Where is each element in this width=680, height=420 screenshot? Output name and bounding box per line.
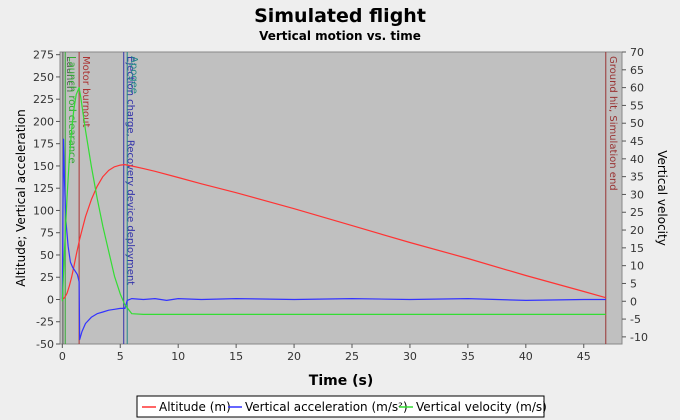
y-left-tick-label: 75 [40,227,54,240]
event-label: Ground hit, Simulation end [607,56,618,191]
x-tick-label: 35 [461,350,475,363]
y-left-tick-label: -25 [36,316,54,329]
legend-entry-0: Altitude (m) [159,400,231,414]
y-right-tick-label: 50 [630,117,644,130]
axes: 0 5 10 15 20 25 30 35 40 45-50-250255075100125150… [33,46,648,363]
y-left-tick-label: 0 [47,293,54,306]
y-right-tick-label: 10 [630,260,644,273]
legend: Altitude (m) Vertical acceleration (m/s²)… [142,400,547,414]
chart-subtitle: Vertical motion vs. time [259,29,421,43]
y-right-tick-label: 25 [630,206,644,219]
x-tick-label: 20 [287,350,301,363]
series-lines [61,86,606,341]
y-right-tick-label: 65 [630,64,644,77]
y-right-tick-label: 70 [630,46,644,59]
series-line-1 [61,138,606,341]
y-left-tick-label: 100 [33,204,54,217]
series-line-0 [61,164,606,300]
y-left-tick-label: 275 [33,49,54,62]
y-axis-left-label: Altitude; Vertical acceleration [14,109,28,286]
y-left-tick-label: 175 [33,138,54,151]
legend-entry-1: Vertical acceleration (m/s²) [245,400,408,414]
x-tick-label: 25 [345,350,359,363]
y-right-tick-label: 35 [630,171,644,184]
y-left-tick-label: 225 [33,93,54,106]
y-axis-right-label: Vertical velocity [655,150,669,246]
event-label: Apogee [128,56,139,94]
y-right-tick-label: 5 [630,277,637,290]
y-left-tick-label: 125 [33,182,54,195]
event-label: Ejection charge, Recovery device deploym… [125,56,136,285]
y-right-tick-label: 0 [630,295,637,308]
y-left-tick-label: 50 [40,249,54,262]
y-left-tick-label: 25 [40,271,54,284]
event-label: Motor burnout [80,56,91,127]
event-label: Launch [64,56,75,92]
y-right-tick-label: 60 [630,82,644,95]
y-left-tick-label: 250 [33,71,54,84]
x-tick-label: 30 [403,350,417,363]
y-right-tick-label: 30 [630,188,644,201]
y-right-tick-label: 20 [630,224,644,237]
y-left-tick-label: 150 [33,160,54,173]
event-label: Launch rod clearance [66,56,77,164]
y-right-tick-label: 55 [630,99,644,112]
y-right-tick-label: 40 [630,153,644,166]
legend-box [136,395,545,418]
legend-entry-2: Vertical velocity (m/s) [416,400,547,414]
y-right-tick-label: 45 [630,135,644,148]
y-left-tick-label: 200 [33,115,54,128]
series-line-2 [61,86,606,315]
x-tick-label: 40 [519,350,533,363]
y-right-tick-label: 15 [630,242,644,255]
x-tick-label: 10 [171,350,185,363]
x-tick-label: 15 [229,350,243,363]
y-left-tick-label: -50 [36,338,54,351]
y-right-tick-label: -5 [630,313,641,326]
x-tick-label: 45 [577,350,591,363]
x-tick-label: 0 [59,350,66,363]
chart-title: Simulated flight [254,5,426,27]
y-right-tick-label: -10 [630,331,648,344]
plot-area [59,51,623,345]
x-tick-label: 5 [117,350,124,363]
x-axis-label: Time (s) [309,373,373,389]
